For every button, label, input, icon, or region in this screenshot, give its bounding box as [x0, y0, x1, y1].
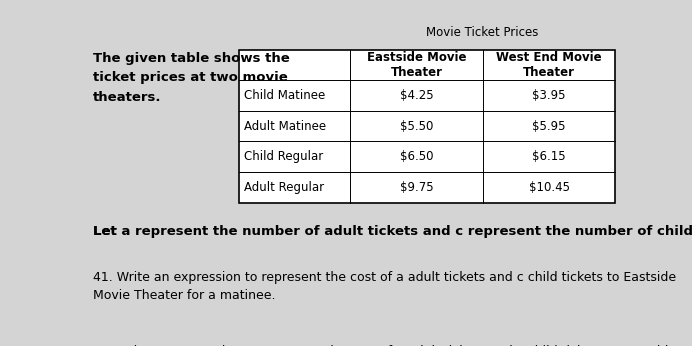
Text: Adult Regular: Adult Regular — [244, 181, 324, 194]
Text: Eastside Movie
Theater: Eastside Movie Theater — [367, 51, 466, 79]
Text: ticket prices at two movie: ticket prices at two movie — [93, 71, 288, 84]
Text: Child Matinee: Child Matinee — [244, 89, 325, 102]
Text: Child Regular: Child Regular — [244, 150, 323, 163]
Text: $10.45: $10.45 — [529, 181, 570, 194]
Text: 42. Write an expression to represent the cost of a adult tickets and c child tic: 42. Write an expression to represent the… — [93, 345, 676, 346]
Text: Adult Matinee: Adult Matinee — [244, 120, 326, 133]
Text: Movie Ticket Prices: Movie Ticket Prices — [426, 26, 538, 39]
Text: Let: Let — [93, 225, 121, 238]
Text: $3.95: $3.95 — [532, 89, 566, 102]
Text: theaters.: theaters. — [93, 91, 161, 103]
Text: $5.50: $5.50 — [400, 120, 433, 133]
Text: $9.75: $9.75 — [400, 181, 434, 194]
Text: 41. Write an expression to represent the cost of a adult tickets and c child tic: 41. Write an expression to represent the… — [93, 271, 676, 302]
Text: The given table shows the: The given table shows the — [93, 52, 290, 65]
Text: West End Movie
Theater: West End Movie Theater — [496, 51, 602, 79]
Text: $6.15: $6.15 — [532, 150, 566, 163]
Text: Let a represent the number of adult tickets and c represent the number of child : Let a represent the number of adult tick… — [93, 225, 692, 238]
Text: $6.50: $6.50 — [400, 150, 433, 163]
Text: $5.95: $5.95 — [532, 120, 566, 133]
Text: $4.25: $4.25 — [400, 89, 434, 102]
